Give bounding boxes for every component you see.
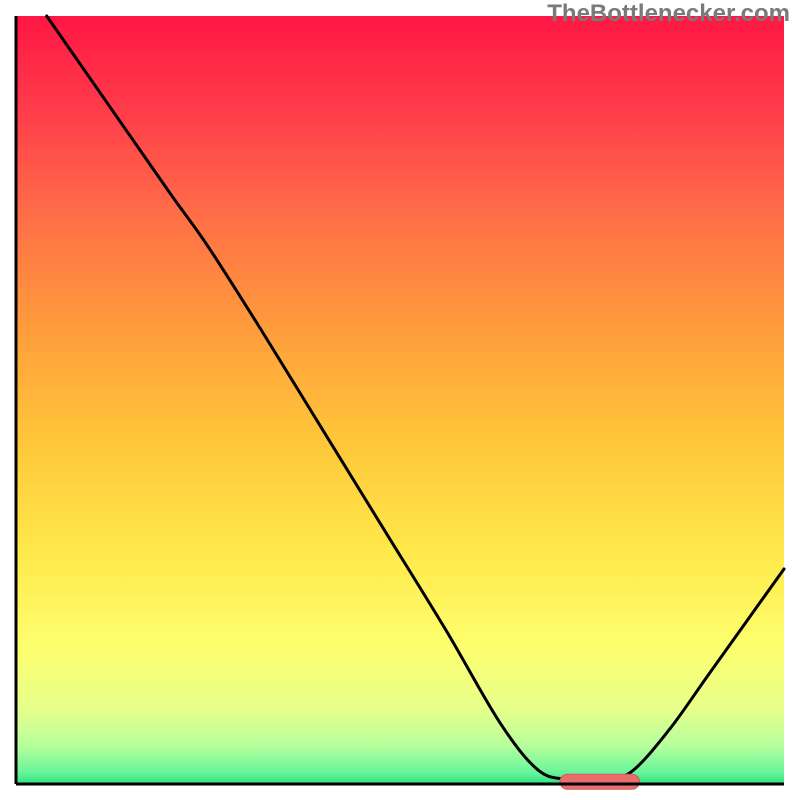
chart-svg (0, 0, 800, 800)
gradient-background (16, 16, 784, 784)
watermark-text: TheBottlenecker.com (547, 0, 790, 28)
bottleneck-chart: TheBottlenecker.com (0, 0, 800, 800)
